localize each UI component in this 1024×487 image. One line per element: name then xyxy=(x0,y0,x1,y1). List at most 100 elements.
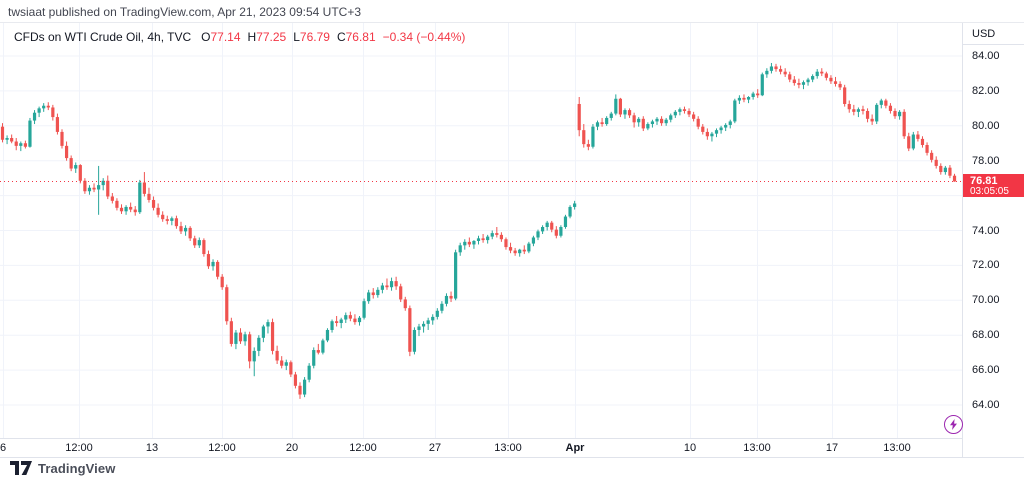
candle-body xyxy=(202,240,206,255)
candle-body xyxy=(595,122,600,127)
candle-body xyxy=(522,249,526,252)
candle-body xyxy=(728,121,732,125)
badge-price: 76.81 xyxy=(970,175,998,188)
time-tick-label: 12:00 xyxy=(349,442,377,454)
candle-body xyxy=(51,107,55,118)
candle-body xyxy=(486,236,490,241)
candle-body xyxy=(865,110,870,119)
candle-body xyxy=(156,207,160,215)
time-tick-label: 13:00 xyxy=(743,442,771,454)
flash-button[interactable] xyxy=(944,415,963,434)
time-tick-label: 10 xyxy=(683,442,697,454)
candle-body xyxy=(371,292,375,296)
price-tick-label: 64.00 xyxy=(972,399,1000,411)
candle-body xyxy=(302,379,307,395)
change-value: −0.34 (−0.44%) xyxy=(382,30,466,44)
candle-body xyxy=(788,74,792,80)
candle-body xyxy=(843,87,847,104)
candle-body xyxy=(74,165,78,169)
candle-body xyxy=(861,109,865,111)
time-tick-label: 27 xyxy=(428,442,442,454)
candle-body xyxy=(934,159,938,166)
lightning-icon xyxy=(950,419,957,430)
candle-body xyxy=(733,100,737,122)
candle-body xyxy=(101,180,105,186)
candle-body xyxy=(852,109,856,112)
candle-body xyxy=(536,231,540,238)
candle-body xyxy=(19,143,23,146)
candle-body xyxy=(531,237,536,244)
candle-body xyxy=(499,234,503,240)
candle-body xyxy=(774,66,778,70)
candle-body xyxy=(435,310,439,317)
candle-body xyxy=(225,287,229,322)
candle-body xyxy=(692,114,696,119)
time-tick-label: 12:00 xyxy=(65,442,93,454)
footer-brand[interactable]: TradingView xyxy=(10,461,115,476)
candle-body xyxy=(902,111,906,137)
candle-body xyxy=(659,118,664,124)
candle-body xyxy=(426,320,430,324)
candle-body xyxy=(508,247,513,251)
candle-body xyxy=(129,206,133,210)
candle-body xyxy=(888,105,893,111)
candle-body xyxy=(316,350,320,353)
candle-body xyxy=(714,130,719,134)
candle-body xyxy=(389,281,394,288)
candle-body xyxy=(280,360,284,366)
time-axis[interactable]: 6 12:00 13 12:00 20 12:00 27 13:00 Apr 10 13:00 17 1… xyxy=(0,438,962,457)
candle-body xyxy=(623,110,627,115)
candle-body xyxy=(399,286,403,300)
candle-body xyxy=(783,71,787,75)
candle-body xyxy=(605,117,609,125)
time-tick-label: Apr xyxy=(565,442,585,454)
candle-body xyxy=(92,187,96,190)
candle-body xyxy=(307,365,311,380)
candle-body xyxy=(481,238,485,241)
candle-body xyxy=(627,110,632,116)
candle-body xyxy=(174,218,179,227)
candle-body xyxy=(165,219,169,221)
candle-body xyxy=(490,233,494,237)
candle-body xyxy=(838,83,842,88)
candle-body xyxy=(582,130,586,145)
candle-body xyxy=(701,126,705,132)
candle-body xyxy=(760,74,764,96)
price-axis[interactable]: USD 84.00 82.00 80.00 78.00 74.00 72.00 70.00 6… xyxy=(962,23,1024,457)
ohlc-low-value: 76.79 xyxy=(299,30,330,44)
candle-body xyxy=(431,316,435,321)
candle-body xyxy=(856,109,860,112)
candlestick-plot[interactable] xyxy=(0,23,962,438)
candle-body xyxy=(458,245,462,253)
published-line: twsiaat published on TradingView.com, Ap… xyxy=(8,5,361,19)
candle-body xyxy=(687,110,691,115)
candle-body xyxy=(330,321,334,330)
ohlc-high-value: 77.25 xyxy=(256,30,287,44)
candle-body xyxy=(55,117,60,132)
candle-body xyxy=(275,350,279,361)
ohlc-high-label: H xyxy=(247,30,257,44)
candle-body xyxy=(417,326,421,330)
candle-body xyxy=(527,243,531,252)
candle-body xyxy=(930,152,934,160)
candle-body xyxy=(37,108,41,113)
candle-body xyxy=(69,158,73,169)
candle-body xyxy=(650,121,655,125)
candle-body xyxy=(321,340,325,353)
price-tick-label: 72.00 xyxy=(972,259,1000,272)
candle-body xyxy=(284,362,288,366)
candle-body xyxy=(870,118,874,122)
time-tick-label: 13 xyxy=(145,442,159,454)
candle-body xyxy=(78,165,82,181)
symbol-title: CFDs on WTI Crude Oil, 4h, TVC xyxy=(14,30,192,44)
candle-body xyxy=(151,199,156,208)
candle-body xyxy=(563,216,568,228)
candle-body xyxy=(705,131,709,137)
price-tick-label: 78.00 xyxy=(972,154,1000,167)
candle-body xyxy=(403,299,407,309)
candle-body xyxy=(769,66,774,71)
time-tick-label: 13:00 xyxy=(883,442,911,454)
candle-body xyxy=(641,118,645,129)
candle-body xyxy=(746,97,751,100)
